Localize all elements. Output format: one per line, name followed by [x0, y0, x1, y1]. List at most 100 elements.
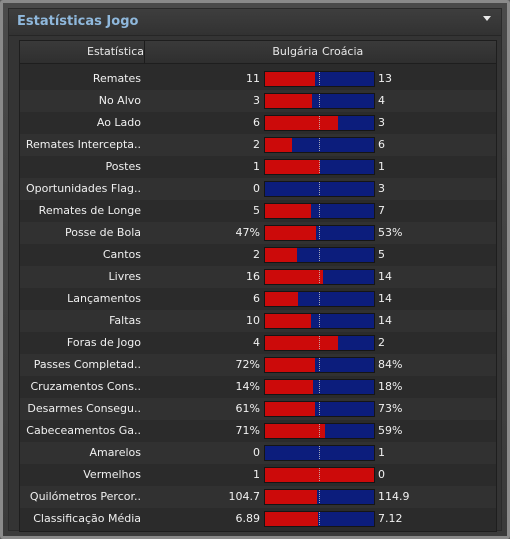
bar-midline [319, 490, 320, 504]
away-value: 1 [378, 446, 385, 459]
bar-midline [319, 270, 320, 284]
away-value: 14 [378, 314, 392, 327]
comparison-bar [264, 181, 375, 197]
table-row: Passes Completad.. 72% 84% [20, 354, 496, 376]
home-share-fill [265, 204, 311, 218]
table-row: Remates de Longe 5 7 [20, 200, 496, 222]
column-header-away-team: Croácia [322, 45, 364, 58]
bar-midline [319, 446, 320, 460]
panel-title: Estatísticas Jogo [17, 14, 139, 29]
column-header-stat[interactable]: Estatística [87, 45, 144, 58]
away-value: 5 [378, 248, 385, 261]
home-share-fill [265, 116, 339, 130]
bar-midline [319, 468, 320, 482]
stat-name: Cantos [102, 248, 141, 261]
stat-name: Postes [105, 160, 141, 173]
comparison-bar [264, 467, 375, 483]
away-value: 53% [378, 226, 403, 239]
home-value: 104.7 [228, 490, 261, 503]
away-value: 18% [378, 380, 403, 393]
home-value: 14% [235, 380, 260, 393]
away-value: 6 [378, 138, 385, 151]
table-row: No Alvo 3 4 [20, 90, 496, 112]
away-value: 0 [378, 468, 385, 481]
stats-table: Estatística Bulgária Croácia Remates 11 13… [19, 40, 497, 532]
away-value: 2 [378, 336, 385, 349]
table-row: Remates 11 13 [20, 68, 496, 90]
comparison-bar [264, 313, 375, 329]
away-value: 13 [378, 72, 392, 85]
away-value: 14 [378, 270, 392, 283]
stat-name: Amarelos [89, 446, 141, 459]
stat-name: Livres [108, 270, 141, 283]
home-share-fill [265, 512, 319, 526]
comparison-bar [264, 247, 375, 263]
table-row: Cabeceamentos Ga.. 71% 59% [20, 420, 496, 442]
bar-midline [319, 358, 320, 372]
bar-midline [319, 248, 320, 262]
away-value: 3 [378, 182, 385, 195]
stat-name: Quilómetros Percor.. [29, 490, 141, 503]
away-value: 114.9 [378, 490, 410, 503]
bar-midline [319, 512, 320, 526]
comparison-bar [264, 445, 375, 461]
bar-midline [319, 204, 320, 218]
table-row: Cantos 2 5 [20, 244, 496, 266]
away-value: 7 [378, 204, 385, 217]
comparison-bar [264, 159, 375, 175]
away-value: 3 [378, 116, 385, 129]
away-value: 4 [378, 94, 385, 107]
stat-name: Foras de Jogo [66, 336, 141, 349]
home-value: 0 [253, 182, 260, 195]
home-value: 6 [253, 292, 260, 305]
home-share-fill [265, 314, 311, 328]
comparison-bar [264, 269, 375, 285]
comparison-bar [264, 71, 375, 87]
stat-name: Oportunidades Flag.. [25, 182, 141, 195]
bar-midline [319, 402, 320, 416]
home-share-fill [265, 94, 312, 108]
stat-name: Classificação Média [33, 512, 141, 525]
bar-midline [319, 226, 320, 240]
table-row: Posse de Bola 47% 53% [20, 222, 496, 244]
comparison-bar [264, 137, 375, 153]
bar-midline [319, 116, 320, 130]
home-value: 10 [246, 314, 260, 327]
bar-midline [319, 138, 320, 152]
bar-midline [319, 160, 320, 174]
table-row: Faltas 10 14 [20, 310, 496, 332]
home-value: 16 [246, 270, 260, 283]
home-value: 1 [253, 468, 260, 481]
table-row: Foras de Jogo 4 2 [20, 332, 496, 354]
home-value: 0 [253, 446, 260, 459]
table-row: Postes 1 1 [20, 156, 496, 178]
table-row: Ao Lado 6 3 [20, 112, 496, 134]
home-value: 72% [235, 358, 260, 371]
table-row: Livres 16 14 [20, 266, 496, 288]
table-row: Vermelhos 1 0 [20, 464, 496, 486]
home-value: 2 [253, 248, 260, 261]
column-header-home-team: Bulgária [272, 45, 318, 58]
comparison-bar [264, 335, 375, 351]
panel-titlebar: Estatísticas Jogo [9, 9, 501, 36]
home-value: 11 [246, 72, 260, 85]
home-share-fill [265, 292, 298, 306]
stat-name: Passes Completad.. [33, 358, 141, 371]
stat-name: Cabeceamentos Ga.. [26, 424, 141, 437]
home-value: 6.89 [235, 512, 261, 525]
stat-name: Faltas [109, 314, 141, 327]
comparison-bar [264, 511, 375, 527]
column-divider[interactable] [144, 41, 145, 63]
comparison-bar [264, 423, 375, 439]
stat-name: Remates Intercepta.. [25, 138, 141, 151]
stat-name: Remates [92, 72, 141, 85]
bar-midline [319, 380, 320, 394]
dropdown-triangle-icon[interactable] [483, 16, 491, 21]
comparison-bar [264, 401, 375, 417]
table-row: Desarmes Consegu.. 61% 73% [20, 398, 496, 420]
away-value: 73% [378, 402, 403, 415]
home-share-fill [265, 336, 339, 350]
stat-name: Remates de Longe [38, 204, 141, 217]
away-value: 7.12 [378, 512, 403, 525]
